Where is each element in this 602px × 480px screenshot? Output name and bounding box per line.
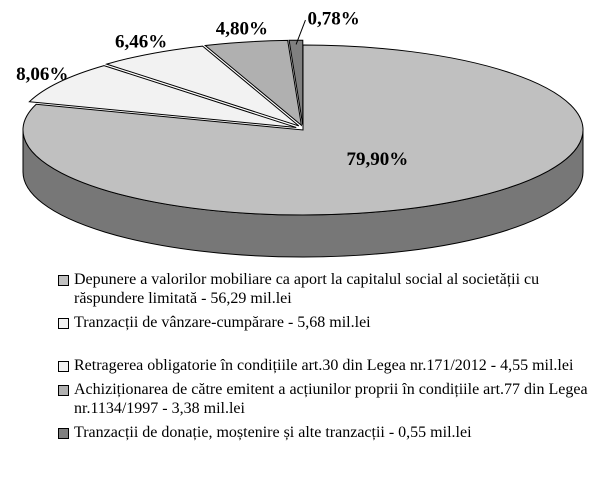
- data-label: 6,46%: [115, 32, 167, 53]
- legend-label: Retragerea obligatorie în condițiile art…: [74, 357, 574, 374]
- legend-item: Depunere a valorilor mobiliare ca aport …: [58, 270, 588, 308]
- legend-swatch: [58, 361, 69, 372]
- slice: [28, 65, 297, 128]
- legend-item: Retragerea obligatorie în condițiile art…: [58, 356, 588, 375]
- legend: Depunere a valorilor mobiliare ca aport …: [58, 270, 588, 447]
- legend-label: Depunere a valorilor mobiliare ca aport …: [74, 271, 540, 307]
- legend-label: Achiziționarea de către emitent a acțiun…: [74, 381, 588, 417]
- legend-label: Tranzacții de donație, moștenire și alte…: [74, 424, 472, 441]
- legend-item: Tranzacții de donație, moștenire și alte…: [58, 423, 588, 442]
- legend-swatch: [58, 275, 69, 286]
- slice: [22, 44, 584, 216]
- legend-swatch: [58, 385, 69, 396]
- data-label: 8,06%: [16, 64, 68, 85]
- legend-item: Tranzacții de vânzare-cumpărare - 5,68 m…: [58, 313, 588, 332]
- slice: [104, 45, 300, 127]
- data-label: 0,78%: [307, 8, 359, 29]
- slice: [204, 39, 303, 127]
- data-label: 4,80%: [216, 18, 268, 39]
- leader-line: [295, 19, 306, 45]
- legend-item: Achiziționarea de către emitent a acțiun…: [58, 380, 588, 418]
- legend-swatch: [58, 428, 69, 439]
- legend-label: Tranzacții de vânzare-cumpărare - 5,68 m…: [74, 314, 371, 331]
- pie-chart: 79,90% 8,06% 6,46% 4,80% 0,78%: [16, 8, 584, 258]
- data-label: 79,90%: [347, 149, 409, 170]
- legend-swatch: [58, 318, 69, 329]
- slice: [288, 39, 304, 126]
